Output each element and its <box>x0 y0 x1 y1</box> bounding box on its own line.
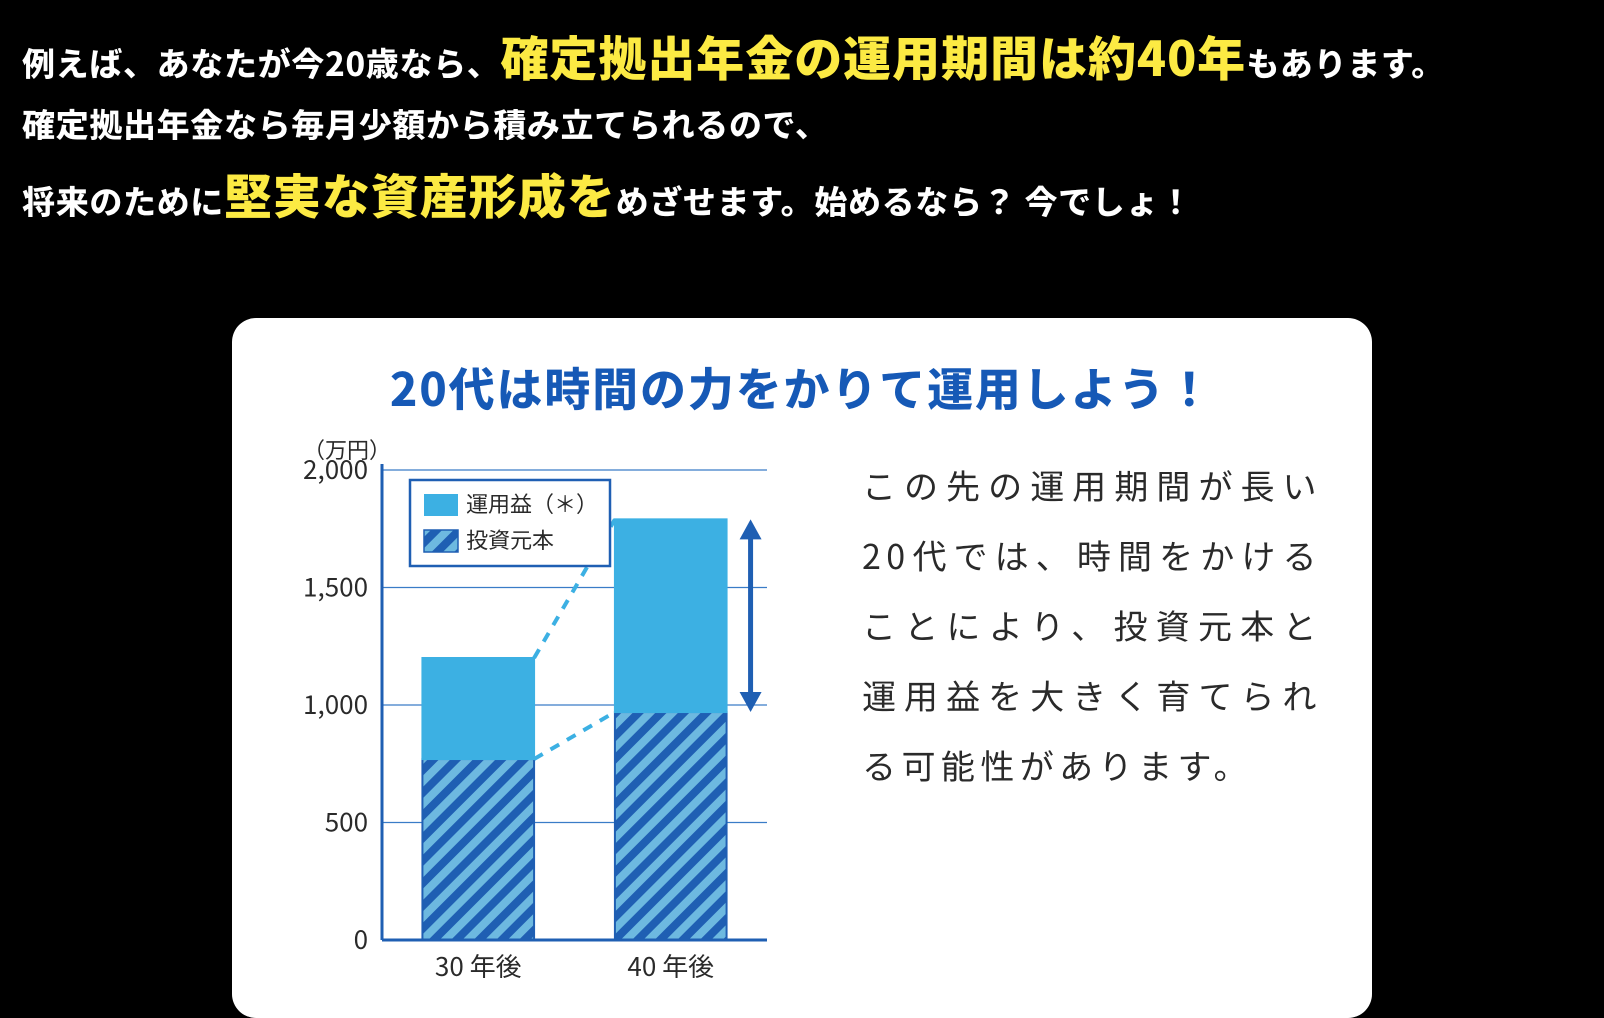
svg-text:0: 0 <box>354 920 368 957</box>
svg-text:投資元本: 投資元本 <box>466 523 554 555</box>
svg-text:500: 500 <box>325 802 368 839</box>
intro-line1-a: 例えば、あなたが今20歳なら、 <box>22 38 500 86</box>
card-description: この先の運用期間が長い20代では、時間をかけることにより、投資元本と運用益を大き… <box>862 430 1322 990</box>
card-title: 20代は時間の力をかりて運用しよう！ <box>282 354 1322 420</box>
intro-line1-b: 確定拠出年金の運用期間は約40年 <box>500 20 1246 90</box>
svg-text:1,500: 1,500 <box>303 567 368 604</box>
svg-text:運用益（＊）: 運用益（＊） <box>466 487 598 519</box>
chart-card: 20代は時間の力をかりて運用しよう！ （万円）05001,0001,5002,0… <box>232 318 1372 1018</box>
intro-line1-c: もあります。 <box>1246 38 1445 86</box>
svg-text:40 年後: 40 年後 <box>627 947 714 984</box>
svg-text:1,000: 1,000 <box>303 685 368 722</box>
intro-line3-b: 堅実な資産形成を <box>224 158 616 228</box>
chart-area: （万円）05001,0001,5002,00030 年後40 年後運用益（＊）投… <box>282 430 822 990</box>
stacked-bar-chart: （万円）05001,0001,5002,00030 年後40 年後運用益（＊）投… <box>282 430 822 990</box>
svg-text:2,000: 2,000 <box>303 450 368 487</box>
intro-text: 例えば、あなたが今20歳なら、確定拠出年金の運用期間は約40年もあります。 確定… <box>22 18 1582 230</box>
intro-line3-a: 将来のために <box>22 176 224 224</box>
intro-line2: 確定拠出年金なら毎月少額から積み立てられるので、 <box>22 99 829 147</box>
intro-line3-c: めざせます。始めるなら？ 今でしょ！ <box>616 176 1193 224</box>
svg-text:30 年後: 30 年後 <box>435 947 522 984</box>
